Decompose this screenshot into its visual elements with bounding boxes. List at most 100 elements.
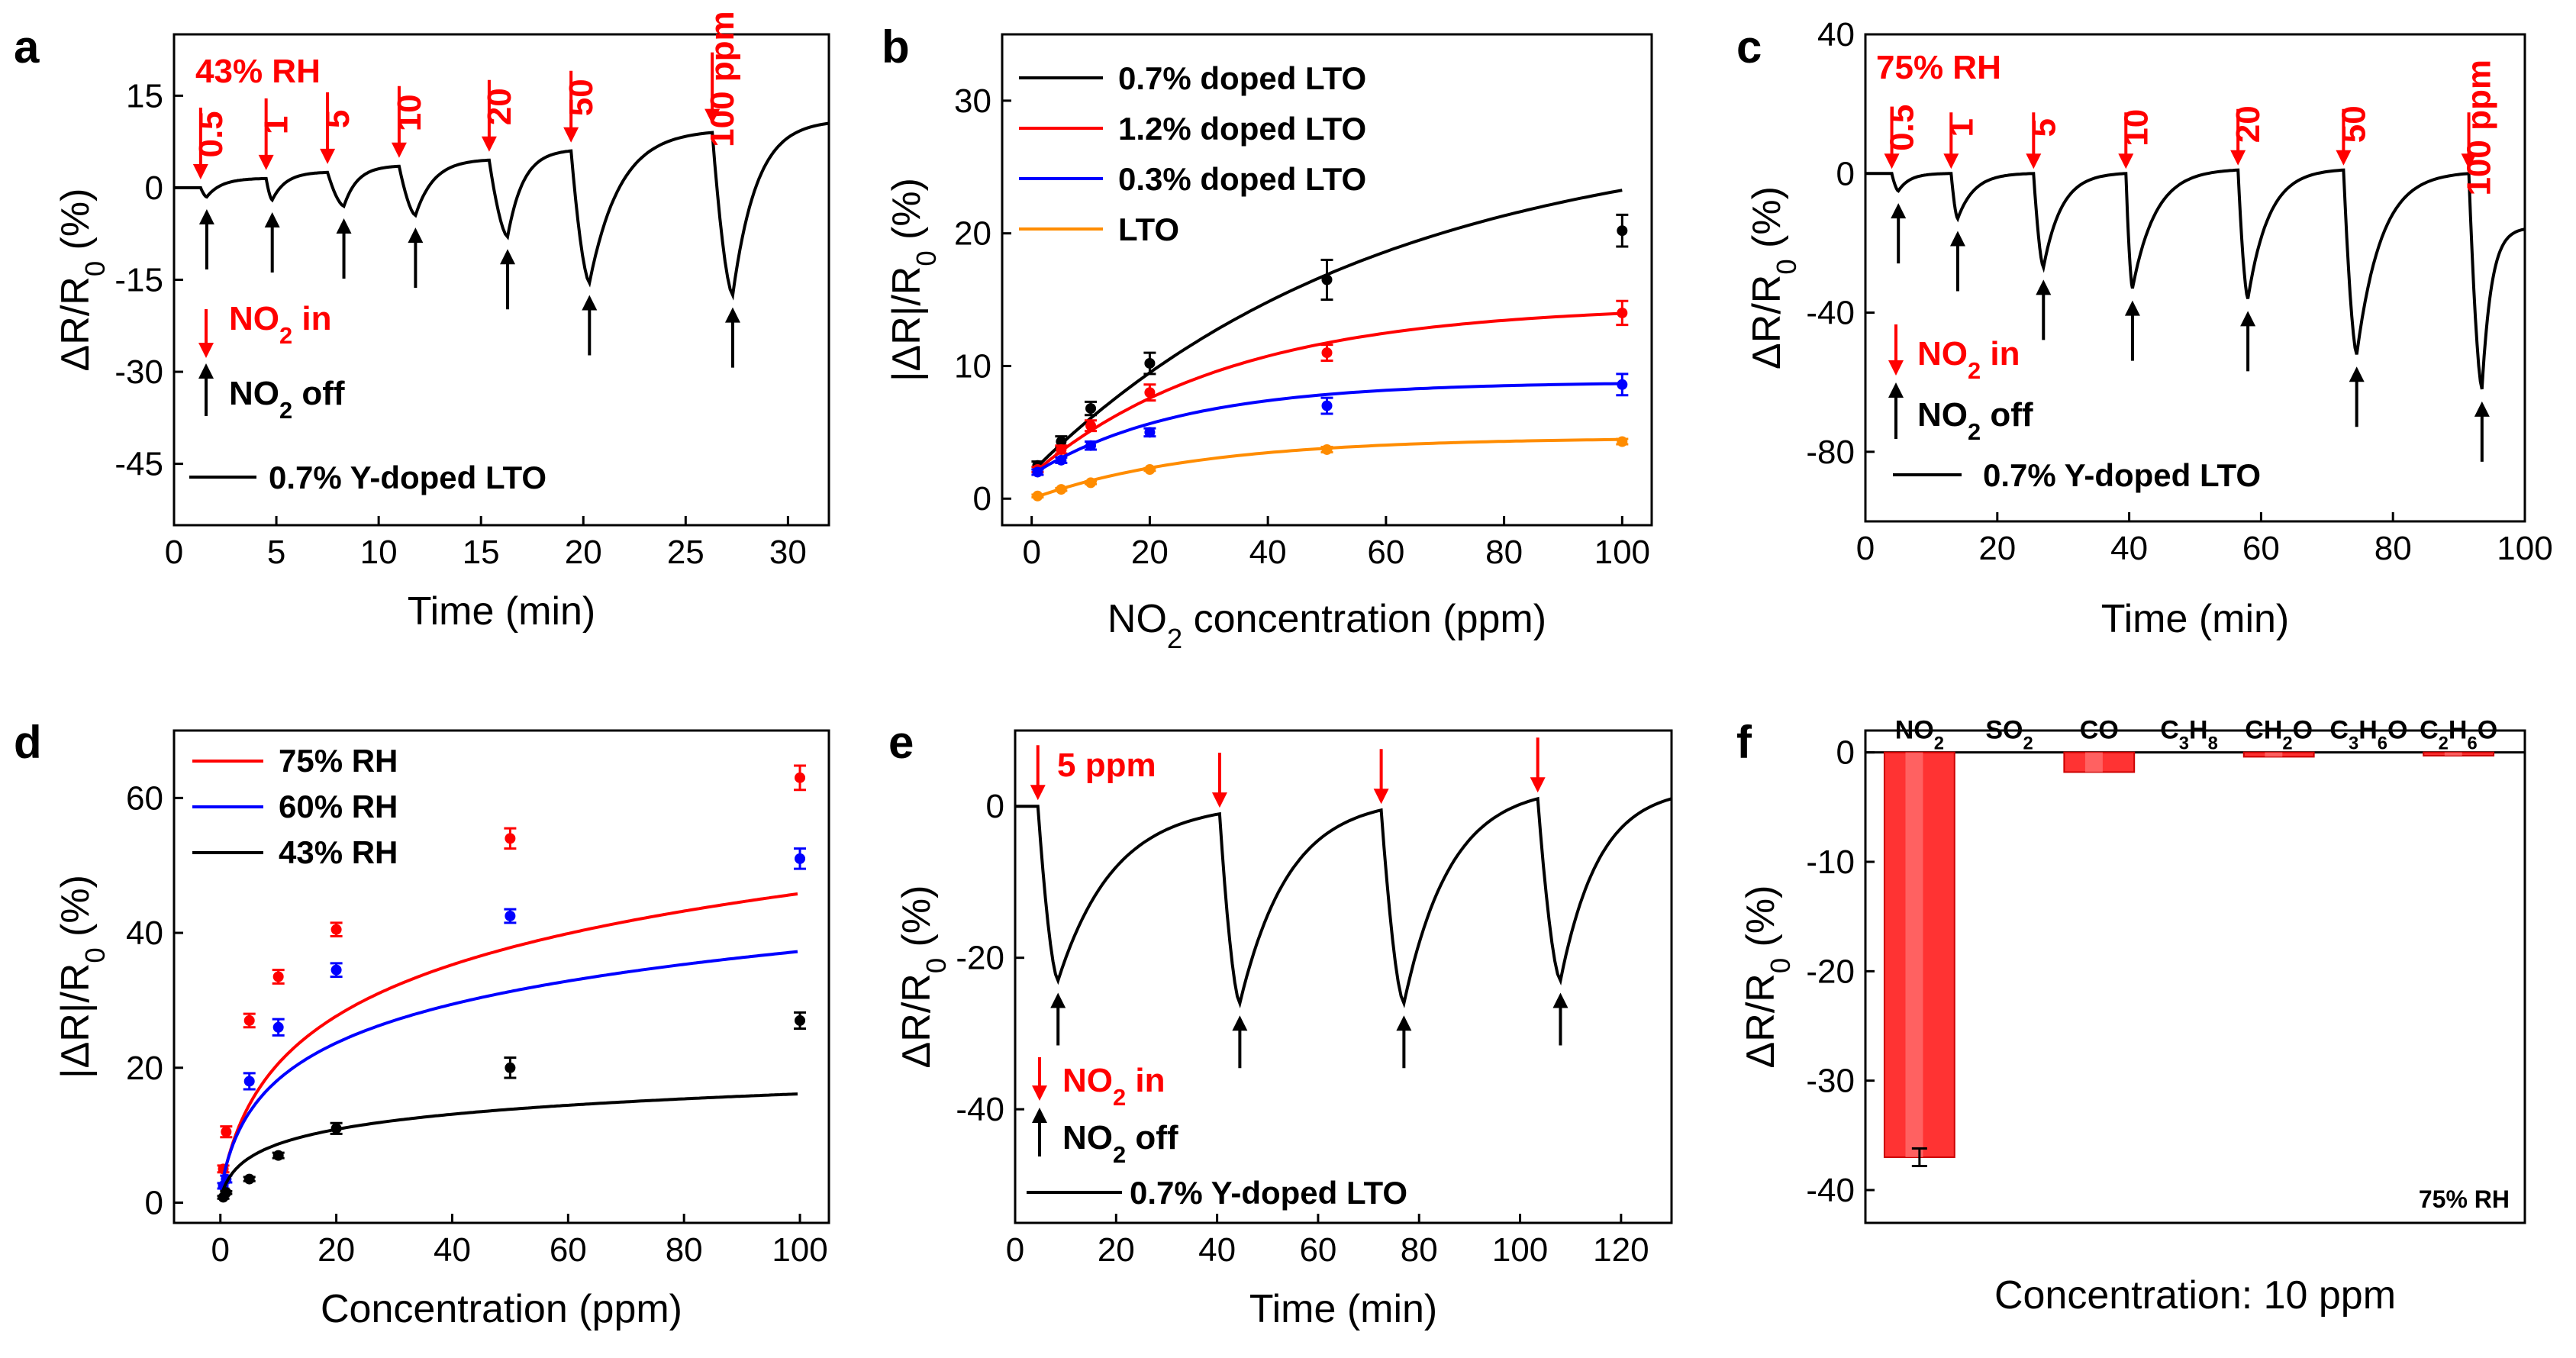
panel-d: 0 20 40 60 80 100 0 20 40 60 Concentration (ppm) |Δ… bbox=[14, 717, 830, 1331]
y-tick-label: 0 bbox=[986, 788, 1004, 825]
category-label-part: 6 bbox=[2378, 733, 2387, 753]
x-axis-label-part: 2 bbox=[1167, 623, 1182, 654]
conc-label: 100 ppm bbox=[704, 11, 741, 147]
no2-in-arrow-head bbox=[1211, 792, 1227, 808]
x-tick-label: 100 bbox=[2497, 530, 2552, 567]
no2-off-arrow-head bbox=[2240, 311, 2256, 327]
series-line bbox=[1015, 796, 1672, 1008]
legend-series-label: 0.7% Y-doped LTO bbox=[1130, 1175, 1407, 1211]
no2-in-arrow-head bbox=[391, 142, 407, 158]
conc-label: 1 bbox=[258, 116, 295, 134]
conc-label: 10 bbox=[391, 94, 428, 131]
y-axis-label-part: ΔR/R bbox=[895, 973, 939, 1068]
category-label-part: 6 bbox=[2467, 733, 2477, 753]
legend-label: LTO bbox=[1118, 211, 1179, 247]
data-point bbox=[1617, 225, 1628, 237]
x-tick-label: 120 bbox=[1593, 1231, 1649, 1269]
no2-off-arrow-head bbox=[1949, 231, 1965, 247]
data-point bbox=[1085, 420, 1097, 431]
panel-letter: d bbox=[14, 717, 42, 768]
legend-in-label-part: in bbox=[1981, 335, 2020, 373]
data-point bbox=[221, 1126, 232, 1137]
category-label-part: CH bbox=[2245, 716, 2282, 745]
x-tick-label: 0 bbox=[1022, 534, 1040, 571]
data-point bbox=[505, 833, 516, 844]
legend-label: 0.7% doped LTO bbox=[1118, 60, 1366, 96]
data-point bbox=[795, 772, 806, 783]
legend-label: 0.3% doped LTO bbox=[1118, 161, 1366, 197]
legend-off-label-part: NO bbox=[229, 375, 279, 412]
data-point bbox=[505, 1062, 516, 1073]
panel-letter: f bbox=[1736, 717, 1752, 768]
x-tick-label: 20 bbox=[1098, 1231, 1135, 1269]
data-point bbox=[1617, 436, 1628, 447]
category-label-part: C bbox=[2420, 716, 2439, 745]
y-tick-label: -30 bbox=[1806, 1063, 1855, 1100]
legend-off-label-part: 2 bbox=[1968, 418, 1981, 445]
x-tick-label: 10 bbox=[360, 534, 398, 571]
data-point bbox=[330, 1123, 342, 1134]
no2-in-arrow-head bbox=[320, 148, 336, 164]
legend-off-label-part: 2 bbox=[1113, 1141, 1126, 1168]
no2-off-arrow-head bbox=[500, 249, 516, 265]
x-tick-label: 40 bbox=[1249, 534, 1287, 571]
data-point bbox=[1056, 454, 1067, 466]
plot-frame bbox=[1864, 729, 2526, 1224]
x-tick-label: 30 bbox=[769, 534, 807, 571]
fit-line bbox=[221, 950, 798, 1184]
y-tick-label: 60 bbox=[126, 779, 163, 817]
x-tick-label: 60 bbox=[550, 1231, 587, 1269]
y-axis-label: ΔR/R0 (%) bbox=[1745, 186, 1802, 369]
y-axis-label-part: 0 bbox=[1765, 958, 1796, 973]
x-axis-label: Time (min) bbox=[408, 589, 596, 634]
no2-off-arrow-head bbox=[408, 227, 424, 244]
legend-in-label: NO2 in bbox=[1062, 1062, 1165, 1111]
data-point bbox=[1321, 444, 1333, 455]
legend-in-arrow-head bbox=[198, 343, 214, 358]
x-axis-label: Time (min) bbox=[2101, 597, 2290, 641]
y-tick-label: -10 bbox=[1806, 844, 1855, 881]
y-tick-label: 0 bbox=[145, 1184, 163, 1221]
no2-in-arrow-head bbox=[1030, 785, 1046, 801]
category-label-part: SO bbox=[1985, 716, 2023, 745]
category-label-part: 3 bbox=[2349, 733, 2358, 753]
no2-in-arrow-head bbox=[2230, 150, 2246, 166]
panel-letter: c bbox=[1736, 21, 1762, 73]
panel-letter: e bbox=[888, 717, 914, 768]
fit-line bbox=[221, 1092, 798, 1194]
y-axis-label: ΔR/R0 (%) bbox=[53, 189, 111, 372]
x-tick-label: 60 bbox=[1299, 1231, 1336, 1269]
conc-label: 0.5 bbox=[192, 111, 230, 157]
no2-in-arrow-head bbox=[2118, 153, 2134, 169]
x-tick-label: 5 bbox=[267, 534, 285, 571]
data-point bbox=[1056, 444, 1067, 455]
legend-off-arrow-head bbox=[198, 363, 214, 379]
data-point bbox=[1617, 379, 1628, 390]
legend-off-label-part: NO bbox=[1062, 1119, 1113, 1156]
y-axis-label-part: (%) bbox=[1745, 186, 1789, 259]
no2-in-arrow-head bbox=[2026, 153, 2042, 169]
y-tick-label: -40 bbox=[956, 1091, 1004, 1128]
conc-label: 10 bbox=[2117, 109, 2155, 147]
legend-off-arrow-head bbox=[1032, 1108, 1047, 1123]
conc-label: 5 bbox=[319, 110, 356, 128]
conc-label: 1 bbox=[1942, 118, 1980, 137]
data-point bbox=[1144, 427, 1156, 438]
y-tick-label: -80 bbox=[1806, 434, 1855, 471]
x-axis-label: Time (min) bbox=[1249, 1287, 1438, 1331]
y-tick-label: 40 bbox=[126, 914, 163, 952]
data-point bbox=[272, 1150, 284, 1161]
data-point bbox=[505, 910, 516, 921]
no2-off-arrow-head bbox=[1050, 992, 1066, 1008]
y-tick-label: 15 bbox=[126, 77, 163, 115]
y-axis-label-part: (%) bbox=[1739, 885, 1783, 958]
y-axis-label-part: |ΔR|/R bbox=[885, 266, 929, 382]
legend-in-label-part: in bbox=[1126, 1062, 1165, 1099]
y-axis-label: |ΔR|/R0 (%) bbox=[53, 875, 111, 1079]
category-label-part: H bbox=[2189, 716, 2208, 745]
rh-label: 75% RH bbox=[1876, 49, 2001, 86]
